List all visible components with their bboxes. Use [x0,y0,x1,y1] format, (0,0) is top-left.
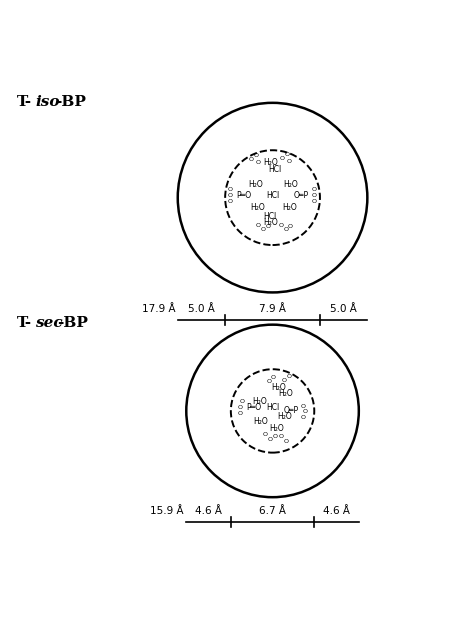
Text: 4.6 Å: 4.6 Å [195,506,222,516]
Text: H₂O: H₂O [250,203,265,211]
Text: 7.9 Å: 7.9 Å [259,304,286,314]
Text: O: O [266,378,271,383]
Text: O: O [228,187,233,192]
Text: O: O [249,157,254,162]
Text: T-: T- [17,316,32,330]
Text: O: O [265,224,270,229]
Text: -BP: -BP [55,95,86,109]
Text: O: O [283,440,288,444]
Text: O: O [279,434,283,440]
Text: O: O [280,156,284,161]
Text: O: O [254,154,258,159]
Text: HCl: HCl [266,403,279,412]
Text: O: O [256,160,261,164]
Text: T-: T- [17,95,32,109]
Text: O: O [271,375,276,380]
Text: O: O [273,434,277,438]
Text: O: O [302,410,307,415]
Text: HCl: HCl [266,190,279,200]
Text: O: O [279,222,283,227]
Text: O: O [238,404,243,410]
Text: O: O [284,152,289,157]
Text: 5.0 Å: 5.0 Å [330,304,357,314]
Text: HCl: HCl [268,165,282,174]
Text: O: O [256,222,261,227]
Text: H₂O: H₂O [263,158,278,167]
Text: H₂O: H₂O [269,424,284,433]
Text: O: O [268,437,273,442]
Text: O═P: O═P [284,406,299,415]
Text: O: O [288,224,293,229]
Text: O: O [263,432,268,437]
Text: H₂O: H₂O [282,203,297,211]
Text: O: O [261,227,265,233]
Text: H₂O: H₂O [252,397,267,406]
Text: H₂O: H₂O [271,383,286,392]
Text: H₂O: H₂O [277,412,292,421]
Text: O: O [287,375,292,379]
Text: H₂O: H₂O [253,417,268,426]
Text: H₂O: H₂O [283,180,298,189]
Text: H₂O: H₂O [278,389,293,398]
Text: P═O: P═O [237,190,252,200]
Text: 17.9 Å: 17.9 Å [142,304,175,314]
Text: O: O [282,378,287,383]
Text: H₂O: H₂O [248,180,264,189]
Text: -BP: -BP [57,316,88,330]
Text: H₂O: H₂O [263,218,278,227]
Text: iso: iso [35,95,60,109]
Text: O: O [311,193,316,197]
Text: O: O [283,227,288,233]
Text: O: O [301,404,306,409]
Text: 5.0 Å: 5.0 Å [188,304,215,314]
Text: O: O [239,399,244,404]
Text: HCl: HCl [264,212,277,221]
Text: 6.7 Å: 6.7 Å [259,506,286,516]
Text: O: O [311,199,316,204]
Text: sec: sec [35,316,63,330]
Text: O: O [228,193,233,197]
Text: O: O [228,199,233,204]
Text: O═P: O═P [293,190,309,200]
Text: P═O: P═O [246,403,261,412]
Text: 15.9 Å: 15.9 Å [150,506,184,516]
Text: 4.6 Å: 4.6 Å [323,506,350,516]
Text: O: O [238,411,243,416]
Text: O: O [311,187,316,192]
Text: O: O [301,415,306,420]
Text: O: O [287,159,292,164]
